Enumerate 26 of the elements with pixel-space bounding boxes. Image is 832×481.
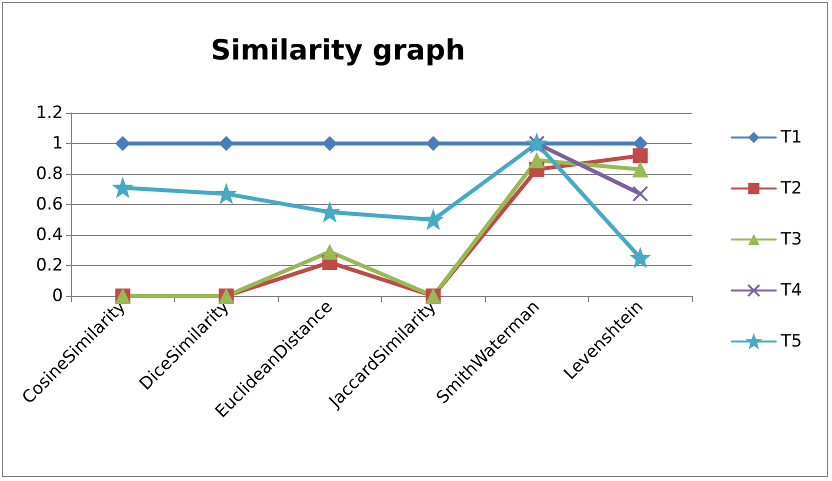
chart-title: Similarity graph: [210, 34, 466, 66]
y-tick-label: 1.2: [36, 103, 63, 123]
point: [631, 248, 650, 267]
point: [114, 178, 132, 197]
point: [322, 136, 338, 151]
point: [632, 161, 648, 178]
legend-label: T2: [780, 178, 802, 198]
y-tick-label: 0.4: [36, 225, 63, 245]
point: [632, 148, 648, 164]
point: [115, 136, 130, 151]
legend-label: T3: [780, 230, 802, 250]
y-tick-label: 0.2: [36, 256, 63, 276]
y-tick-label: 1: [52, 134, 63, 154]
legend-label: T5: [780, 332, 802, 352]
legend-label: T4: [780, 280, 802, 300]
y-tick-label: 0.6: [36, 194, 63, 214]
point: [426, 136, 441, 151]
point: [322, 244, 338, 260]
point: [424, 210, 442, 229]
point: [218, 136, 234, 151]
legend-label: T1: [780, 128, 802, 148]
y-tick-label: 0.8: [36, 164, 63, 184]
y-tick-label: 0: [52, 286, 63, 306]
point: [632, 186, 648, 202]
point: [217, 184, 236, 203]
point: [528, 152, 545, 168]
